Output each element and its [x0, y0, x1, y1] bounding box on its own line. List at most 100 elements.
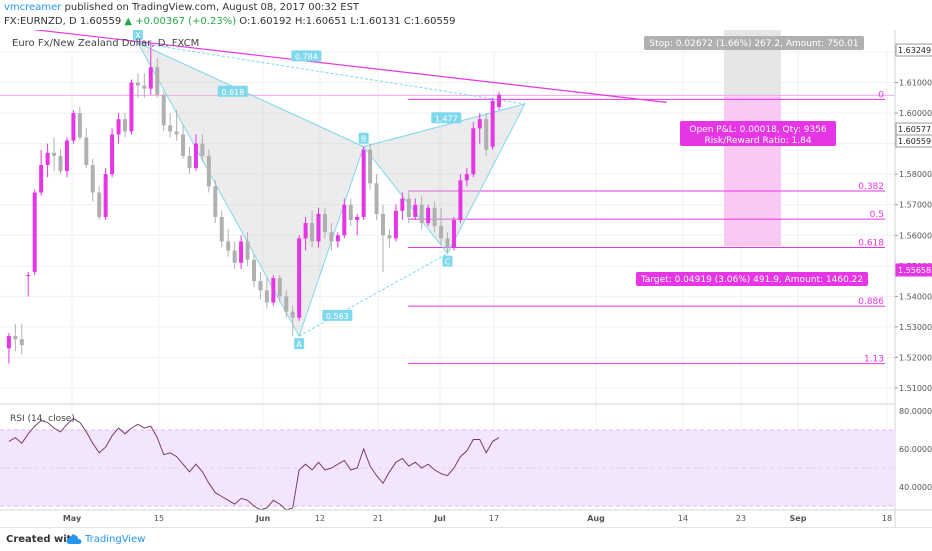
chart-title: Euro Fx/New Zealand Dollar, D, FXCM — [12, 38, 200, 49]
time-axis-label: 21 — [373, 514, 383, 523]
pattern-ratio: 0.618 — [217, 85, 248, 97]
fib-level-label: 0.886 — [858, 297, 884, 307]
price-axis-label: 1.56000 — [899, 231, 932, 240]
rsi-line — [8, 417, 500, 511]
time-axis-label: 23 — [736, 514, 746, 523]
username-link[interactable]: vmcreamer — [4, 2, 62, 13]
pattern-point-label: C — [445, 258, 451, 267]
price-axis-label: 1.53000 — [899, 323, 932, 332]
pnl-label-box — [680, 121, 836, 146]
pattern-ratio-label: 0.563 — [326, 312, 349, 321]
candle-body — [335, 235, 340, 242]
candle-body — [64, 140, 69, 172]
pattern-point-label: B — [361, 135, 367, 144]
target-label: Target: 0.04919 (3.06%) 491.9, Amount: 1… — [640, 275, 863, 285]
candle-body — [439, 226, 444, 239]
cloud-icon — [66, 534, 82, 544]
candle-body — [103, 174, 108, 217]
candle-body — [32, 192, 37, 272]
rsi-axis-label: 60.0000 — [899, 445, 932, 454]
candle-body — [116, 119, 121, 135]
time-axis-label: 14 — [678, 514, 688, 523]
price-axis-label: 1.52000 — [899, 353, 932, 362]
target-zone — [724, 96, 781, 246]
candle-body — [348, 204, 353, 220]
candle-body — [297, 238, 302, 318]
candle-body — [123, 119, 127, 132]
candle-body — [361, 149, 366, 217]
candle-body — [232, 250, 237, 263]
candle-body — [490, 100, 495, 147]
stop-label: Stop: 0.02672 (1.66%) 267.2, Amount: 750… — [649, 39, 858, 49]
candle-body — [181, 134, 186, 156]
pattern-xd-line — [137, 42, 525, 105]
candle-body — [200, 143, 205, 156]
open-value: O:1.60192 — [239, 16, 292, 27]
candle-body — [277, 278, 282, 297]
candle-body — [142, 85, 147, 89]
candle-body — [445, 238, 450, 248]
pattern-ratio-label: 1.477 — [435, 114, 458, 123]
pattern-xb-line — [137, 42, 364, 148]
candle-body — [310, 223, 315, 242]
target-label-group: Target: 0.04919 (3.06%) 491.9, Amount: 1… — [636, 272, 868, 286]
candle-body — [239, 241, 244, 263]
pattern-ratio-box — [322, 309, 353, 321]
candle-body — [342, 204, 347, 236]
candle-body — [110, 134, 115, 175]
fib-level-label: 0 — [878, 90, 884, 100]
candle-body — [329, 232, 334, 242]
candle-body — [6, 336, 11, 349]
candle-body — [406, 198, 411, 217]
candle-body — [413, 204, 418, 217]
pattern-point-box — [294, 338, 305, 350]
pattern-point-b: B — [358, 132, 369, 144]
candle-body — [161, 94, 166, 126]
price-axis-label: 1.60000 — [899, 109, 932, 118]
chart-area[interactable]: 0 0.382 0.5 0.618 0.886 1.13 X A B C 0.618 0.784 0.5… — [0, 13, 932, 531]
pattern-ratio-box — [217, 85, 248, 97]
price-axis-label: 1.61000 — [899, 79, 932, 88]
candle-body — [368, 149, 373, 184]
price-marker-label: 1.55658 — [898, 266, 931, 275]
high-value: H:1.60651 — [294, 16, 348, 27]
candle-body — [322, 213, 327, 233]
trendline — [0, 25, 667, 103]
candle-body — [13, 336, 18, 340]
tradingview-logo[interactable]: TradingView — [66, 534, 145, 545]
rsi-axis-label: 80.0000 — [899, 407, 932, 416]
candle-body — [206, 155, 211, 187]
price-marker-label: 1.60559 — [898, 137, 931, 146]
time-axis-label: Sep — [790, 514, 807, 523]
candle-body — [219, 216, 224, 242]
pattern-point-a: A — [294, 338, 305, 350]
close-value: C:1.60559 — [403, 16, 456, 27]
pattern-point-label: X — [135, 31, 141, 40]
published-line: vmcreamer published on TradingView.com, … — [4, 2, 359, 13]
pnl-label: Open P&L: 0.00018, Qty: 9356 — [689, 125, 827, 135]
candle-body — [432, 207, 437, 227]
price-marker-box — [895, 263, 932, 277]
fib-level-label: 1.13 — [864, 355, 884, 365]
time-axis-label: Aug — [587, 514, 605, 523]
risk-reward-label: Risk/Reward Ratio: 1.84 — [704, 136, 811, 146]
price-chart[interactable]: 0 0.382 0.5 0.618 0.886 1.13 X A B C 0.618 0.784 0.5… — [0, 13, 932, 527]
rsi-label: RSI (14, close) — [10, 414, 75, 424]
candle-body — [419, 204, 424, 224]
candle-body — [45, 152, 50, 166]
time-axis-label: 12 — [315, 514, 325, 523]
pattern-point-box — [442, 255, 453, 267]
time-axis-label: Jul — [433, 514, 446, 523]
target-label-box — [636, 272, 868, 286]
candle-body — [271, 278, 276, 303]
candle-body — [303, 223, 308, 239]
pattern-point-label: A — [296, 340, 302, 349]
price-axis-label: 1.58000 — [899, 170, 932, 179]
candle-body — [387, 235, 392, 239]
candle-body — [374, 183, 379, 214]
pattern-point-box — [132, 28, 143, 40]
pattern-ac-line — [298, 253, 448, 337]
price-marker-box — [895, 134, 932, 148]
candle-body — [258, 281, 263, 291]
ohlc-line: FX:EURNZD, D 1.60559 ▲ +0.00367 (+0.23%)… — [4, 16, 456, 27]
